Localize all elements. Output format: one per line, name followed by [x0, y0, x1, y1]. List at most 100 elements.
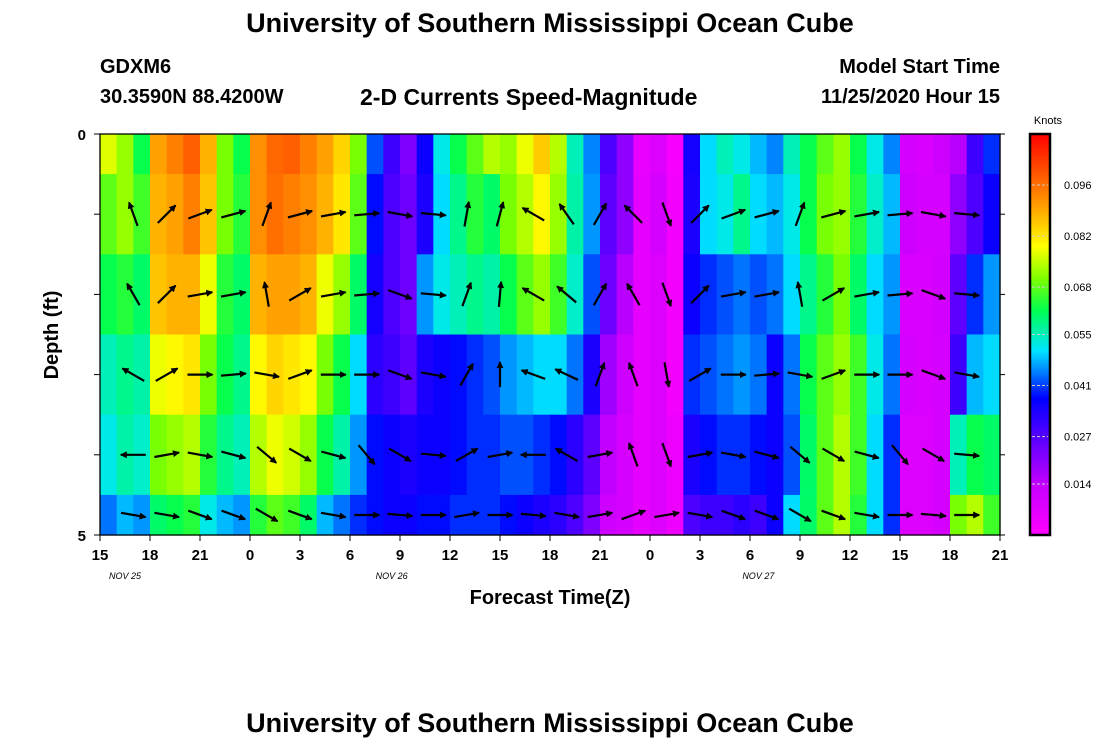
heat-cell	[850, 494, 868, 536]
heat-cell	[166, 254, 184, 336]
current-vector	[221, 209, 247, 219]
heat-cell	[683, 254, 701, 336]
heat-cell	[133, 134, 151, 175]
heat-cell	[516, 134, 534, 175]
heat-cell	[766, 134, 784, 175]
heat-cell	[666, 334, 684, 416]
current-vector	[687, 450, 714, 459]
heat-cell	[550, 414, 568, 496]
heat-cell	[750, 134, 768, 175]
heat-cell	[216, 174, 234, 255]
heat-cell	[183, 174, 201, 255]
heat-cell	[683, 494, 701, 536]
heat-cell	[800, 134, 818, 175]
y-tick-label: 0	[78, 127, 86, 144]
current-vector	[626, 282, 641, 306]
heat-cell	[816, 174, 834, 255]
heat-cell	[983, 494, 1001, 536]
current-vector	[521, 287, 545, 302]
x-tick-label: 3	[696, 547, 704, 564]
current-vector	[420, 211, 447, 219]
current-vector	[287, 209, 314, 219]
heat-cell	[250, 174, 268, 255]
current-vector	[821, 447, 846, 463]
current-vector	[920, 210, 947, 219]
x-tick-label: 6	[746, 547, 754, 564]
heat-cell	[183, 254, 201, 336]
current-vector	[357, 444, 376, 466]
current-vector	[497, 280, 505, 307]
current-vector	[262, 281, 270, 307]
heat-cell	[566, 414, 584, 496]
heat-cell	[916, 334, 934, 416]
heat-cell	[650, 134, 668, 175]
current-vector	[187, 509, 213, 521]
current-vector	[320, 511, 347, 520]
current-vector	[654, 510, 680, 519]
current-vector	[627, 442, 639, 467]
current-vector	[521, 206, 545, 222]
x-tick-label: 0	[646, 547, 654, 564]
heat-cell	[100, 494, 118, 536]
heat-cell	[616, 254, 634, 336]
current-vector	[854, 450, 880, 460]
heat-cell	[166, 174, 184, 255]
colorbar-tick-label: 0.027	[1064, 432, 1092, 444]
date-label: NOV 26	[376, 571, 408, 581]
heat-cell	[983, 174, 1001, 255]
heat-cell	[550, 334, 568, 416]
heat-cell	[100, 174, 118, 255]
heat-cell	[150, 334, 168, 416]
current-vector	[387, 210, 414, 219]
y-tick-label: 5	[78, 528, 86, 545]
current-vector	[920, 512, 947, 519]
heat-cell	[700, 134, 718, 175]
current-vector	[754, 370, 781, 378]
heat-cell	[383, 334, 401, 416]
current-vector	[554, 368, 579, 381]
heat-cell	[316, 494, 334, 536]
heat-cell	[916, 174, 934, 255]
heat-cell	[900, 134, 918, 175]
heat-cell	[200, 134, 218, 175]
current-vector	[420, 291, 447, 299]
current-vector	[720, 289, 747, 298]
heat-cell	[850, 134, 868, 175]
heat-cell	[333, 134, 351, 175]
current-vector	[287, 369, 313, 380]
current-vector	[520, 512, 547, 519]
current-vector	[187, 208, 213, 220]
colorbar-tick-label: 0.082	[1064, 231, 1092, 243]
y-axis-title: Depth (ft)	[41, 291, 63, 380]
colorbar-tick-label: 0.055	[1064, 330, 1092, 342]
current-vector	[256, 445, 277, 464]
current-vector	[592, 282, 608, 306]
current-vector	[887, 290, 914, 298]
current-vectors	[119, 200, 981, 523]
axes: 15 18 21 0 3 6 9 12 15 18 21 0 3 6 9 12 15 18 21 NOV 25 NOV …	[78, 127, 1009, 581]
heat-cell	[250, 414, 268, 496]
current-vector	[587, 450, 614, 459]
current-vector	[420, 371, 447, 380]
model-start-label: Model Start Time	[839, 56, 1000, 78]
heat-cell	[800, 174, 818, 255]
heat-cell	[916, 134, 934, 175]
current-vector	[921, 369, 947, 381]
heat-cell	[833, 134, 851, 175]
heat-cell	[466, 174, 484, 255]
heat-cell	[233, 134, 251, 175]
heat-cell	[250, 134, 268, 175]
heat-cell	[483, 254, 501, 336]
current-vector	[288, 447, 312, 463]
current-vector	[954, 371, 980, 380]
heat-cell	[466, 254, 484, 336]
heat-cell	[833, 334, 851, 416]
heat-cell	[500, 134, 518, 175]
heat-cell	[983, 334, 1001, 416]
heat-cell	[483, 174, 501, 255]
heat-cell	[816, 494, 834, 536]
heat-cell	[950, 134, 968, 175]
current-vector	[320, 209, 347, 218]
heat-cell	[216, 494, 234, 536]
heat-cell	[283, 414, 301, 496]
